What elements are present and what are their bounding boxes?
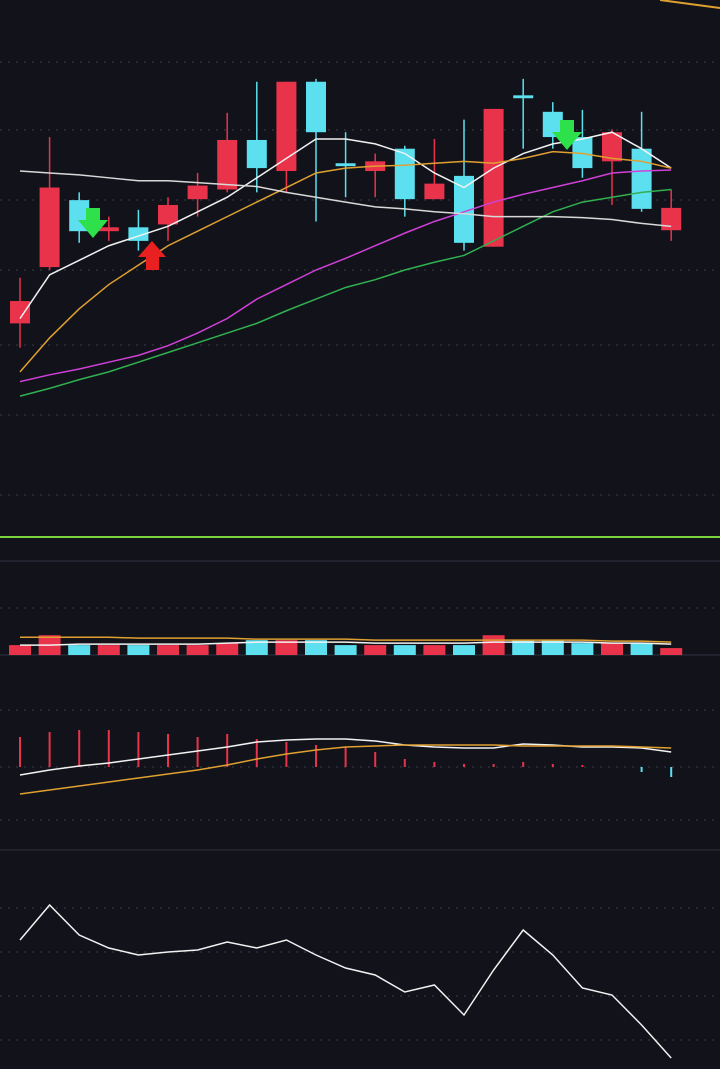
candle-body	[661, 207, 682, 231]
volume-bar	[364, 645, 387, 655]
candle-body	[98, 227, 119, 232]
volume-bar	[660, 648, 683, 655]
volume-bar	[127, 645, 150, 655]
volume-bar	[157, 645, 179, 655]
indicator-line	[20, 636, 672, 643]
candle-body	[602, 132, 622, 162]
volume-bar	[541, 640, 564, 655]
volume-bar	[512, 640, 535, 655]
volume-bar	[334, 645, 357, 655]
candle-body	[306, 81, 326, 133]
volume-bar	[601, 643, 623, 655]
volume-bar	[186, 645, 209, 655]
sell-arrow	[552, 120, 582, 150]
candle-body	[483, 108, 504, 247]
candle-body	[424, 183, 445, 200]
volume-bar	[305, 640, 327, 655]
candle-body	[542, 111, 563, 138]
volume-bar	[97, 645, 120, 655]
candle-body	[513, 95, 534, 99]
candle-body	[631, 148, 652, 209]
indicator-line	[19, 170, 672, 228]
candle-body	[572, 137, 593, 169]
grid	[0, 0, 720, 1041]
volume-bar	[453, 645, 475, 655]
buy-arrow	[138, 241, 166, 270]
volume-bar	[571, 643, 594, 655]
volume-bar	[423, 645, 446, 655]
indicator-line	[19, 744, 672, 795]
candle-body	[454, 175, 474, 243]
volume-bar	[630, 643, 653, 655]
candle-body	[335, 163, 356, 167]
candle-body	[10, 301, 30, 324]
volume-bar	[68, 645, 91, 655]
volume-bar	[245, 640, 268, 655]
marks	[9, 78, 683, 1059]
indicator-line	[19, 150, 672, 373]
volume-bar	[275, 640, 298, 655]
candle-body	[39, 187, 60, 268]
volume-bar	[216, 643, 239, 655]
sell-arrow	[78, 208, 108, 238]
indicator-line	[19, 169, 672, 383]
candle-body	[187, 185, 208, 200]
volume-bar	[9, 645, 31, 655]
candle-body	[394, 148, 415, 200]
candle-body	[217, 139, 238, 190]
indicator-line	[20, 641, 672, 646]
indicator-line	[19, 903, 672, 1059]
candle-body	[246, 139, 267, 169]
line-fragment	[659, 0, 720, 9]
volume-bar	[393, 645, 416, 655]
candle-body	[276, 81, 297, 172]
candle-body	[158, 204, 178, 225]
indicator-line	[19, 188, 672, 397]
volume-bar	[482, 635, 505, 655]
